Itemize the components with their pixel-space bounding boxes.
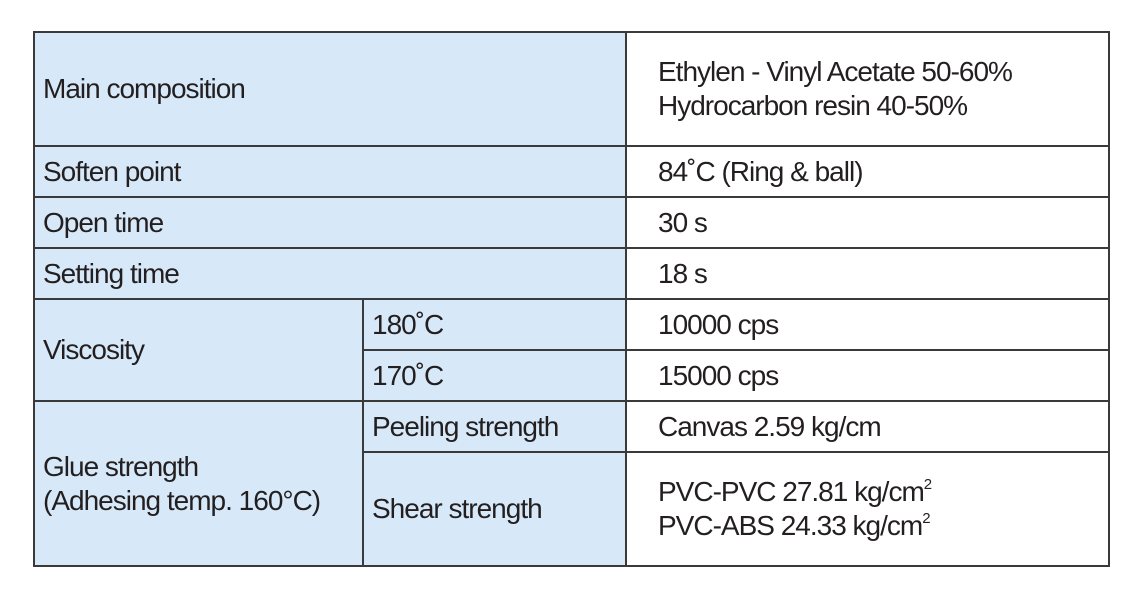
table-row: 170˚C 15000 cps <box>34 349 1110 402</box>
superscript: 2 <box>922 510 930 527</box>
value-line: Hydrocarbon resin 40-50% <box>658 90 968 121</box>
row-label: Soften point <box>33 145 627 198</box>
row-value: 84˚C (Ring & ball) <box>625 145 1110 198</box>
table-row: Viscosity 180˚C 10000 cps <box>33 298 1110 402</box>
row-label: Open time <box>33 196 627 249</box>
superscript: 2 <box>923 476 932 493</box>
table-row: Setting time 18 s <box>33 247 1110 300</box>
row-value: 15000 cps <box>625 349 1110 402</box>
sub-label: Shear strength <box>362 451 627 567</box>
table-row: Glue strength (Adhesing temp. 160°C) Pee… <box>33 400 1110 567</box>
sub-label: 180˚C <box>362 298 627 351</box>
value-text: PVC-ABS 24.33 kg/cm <box>658 510 923 541</box>
table-row: Soften point 84˚C (Ring & ball) <box>33 145 1110 198</box>
row-value: Canvas 2.59 kg/cm <box>625 400 1110 453</box>
label-line: (Adhesing temp. 160°C) <box>43 484 321 516</box>
table-row: Open time 30 s <box>33 196 1110 249</box>
row-label: Viscosity <box>33 298 364 402</box>
table-row: Shear strength PVC-PVC 27.81 kg/cm2 PVC-… <box>34 451 1110 567</box>
spec-table: Main composition Ethylen - Vinyl Acetate… <box>33 31 1110 567</box>
sub-label: Peeling strength <box>362 400 627 453</box>
value-line: Ethylen - Vinyl Acetate 50-60% <box>658 56 1013 87</box>
value-line: PVC-ABS 24.33 kg/cm2 <box>658 509 1100 543</box>
row-value: Ethylen - Vinyl Acetate 50-60% Hydrocarb… <box>625 31 1110 147</box>
row-label: Glue strength (Adhesing temp. 160°C) <box>33 400 364 567</box>
row-label: Setting time <box>33 247 627 300</box>
row-value: 30 s <box>625 196 1110 249</box>
row-value: 18 s <box>625 247 1110 300</box>
row-value: 10000 cps <box>625 298 1110 351</box>
sub-label: 170˚C <box>362 349 627 402</box>
row-value: PVC-PVC 27.81 kg/cm2 PVC-ABS 24.33 kg/cm… <box>625 451 1110 567</box>
table-row: Main composition Ethylen - Vinyl Acetate… <box>33 31 1110 147</box>
label-line: Glue strength <box>43 450 199 482</box>
row-label: Main composition <box>33 31 627 147</box>
value-text: PVC-PVC 27.81 kg/cm <box>658 476 925 507</box>
value-line: PVC-PVC 27.81 kg/cm2 <box>658 475 1100 509</box>
